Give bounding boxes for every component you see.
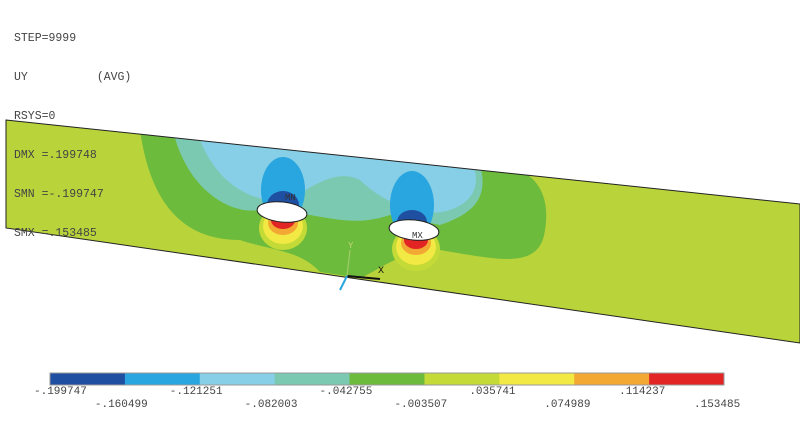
legend-label: -.160499: [94, 399, 148, 411]
legend-label: -.121251: [169, 386, 223, 398]
contour-lightblue: [200, 140, 476, 213]
contour-yellow-2: [396, 229, 436, 265]
legend-swatch: [649, 373, 725, 385]
contour-orange-2: [401, 231, 431, 255]
z-axis-line: [339, 275, 348, 291]
legend-label: -.082003: [244, 399, 298, 411]
hole-1: [256, 201, 308, 223]
legend-label: .153485: [694, 399, 741, 411]
x-axis-line: [346, 275, 381, 280]
contour-lime-2: [392, 227, 440, 271]
legend-swatch: [349, 373, 425, 385]
info-quantity: UY (AVG): [14, 71, 132, 84]
contour-red-2: [404, 231, 428, 249]
contour-orange-1: [268, 211, 298, 235]
legend-border: [49, 372, 725, 386]
legend-swatch: [124, 373, 201, 385]
contour-blue-1: [261, 157, 305, 223]
contour-darkblue-2: [397, 210, 427, 234]
info-dmx: DMX =.199748: [14, 149, 97, 162]
info-step: STEP=9999: [14, 32, 77, 45]
legend-label: .074989: [544, 399, 591, 411]
hole-2: [388, 219, 440, 241]
contour-darkblue-1: [267, 191, 299, 219]
legend-bar: [49, 372, 725, 386]
info-smn: SMN =-.199747: [14, 188, 104, 201]
max-marker: MX: [412, 231, 423, 241]
contour-teal: [175, 138, 483, 225]
legend-label: .035741: [469, 386, 516, 398]
legend-swatch: [574, 373, 650, 385]
legend-label: .114237: [619, 386, 666, 398]
legend-swatch: [50, 373, 126, 385]
legend-label: -.003507: [394, 399, 448, 411]
legend-swatch: [499, 373, 575, 385]
y-axis-label: Y: [348, 241, 354, 251]
legend-swatch: [274, 373, 351, 385]
min-marker: MN: [285, 193, 296, 203]
legend-label: -.042755: [319, 386, 373, 398]
contour-blue-2: [390, 171, 434, 239]
x-axis-label: X: [378, 266, 384, 277]
y-axis-line: [346, 249, 351, 277]
legend-swatch: [199, 373, 276, 385]
info-smx: SMX =.153485: [14, 227, 97, 240]
contour-yellow-1: [263, 208, 303, 244]
contour-red-1: [271, 211, 295, 229]
legend-swatch: [424, 373, 500, 385]
contour-green: [140, 130, 547, 278]
legend-label: -.199747: [34, 386, 87, 398]
contour-lime-1: [259, 206, 307, 250]
result-info: STEP=9999 UY (AVG) RSYS=0 DMX =.199748 S…: [14, 6, 131, 253]
info-rsys: RSYS=0: [14, 110, 56, 123]
